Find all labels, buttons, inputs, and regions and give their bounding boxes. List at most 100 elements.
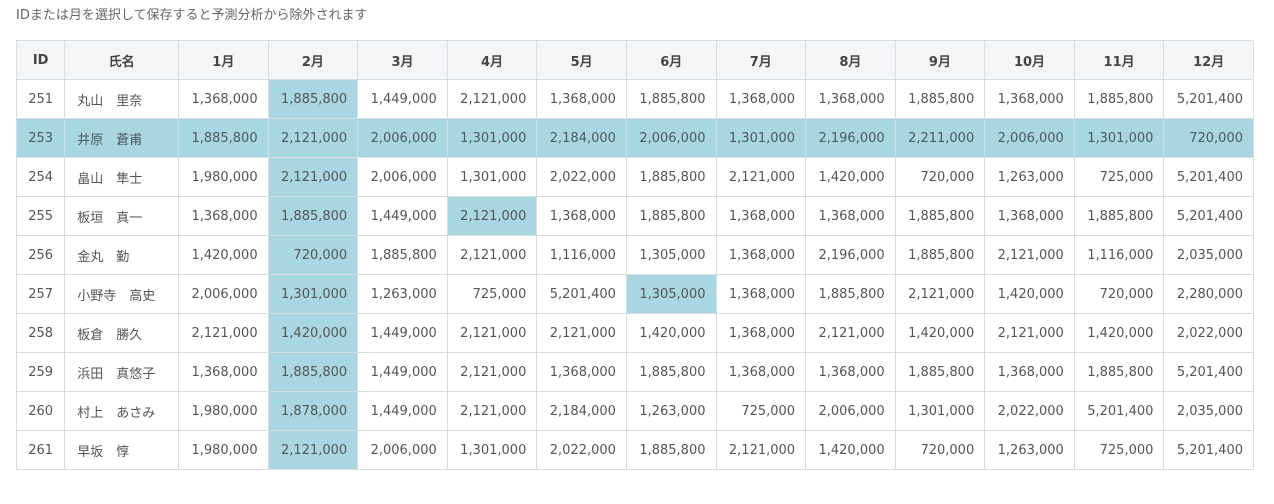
month-value-cell[interactable]: 1,301,000 (446, 118, 538, 158)
column-header-month[interactable]: 7月 (715, 40, 807, 80)
month-value-cell[interactable]: 2,121,000 (446, 391, 538, 431)
month-value-cell[interactable]: 2,121,000 (984, 235, 1075, 275)
column-header-month[interactable]: 4月 (446, 40, 538, 80)
month-value-cell[interactable]: 1,885,800 (1073, 196, 1165, 236)
month-value-cell[interactable]: 1,368,000 (805, 79, 896, 119)
month-value-cell[interactable]: 1,449,000 (357, 313, 448, 353)
row-id-cell[interactable]: 253 (15, 118, 66, 158)
month-value-cell[interactable]: 1,885,800 (267, 352, 359, 392)
month-value-cell[interactable]: 2,006,000 (357, 118, 448, 158)
month-value-cell[interactable]: 725,000 (1073, 157, 1165, 197)
month-value-cell[interactable]: 1,885,800 (1073, 79, 1165, 119)
month-value-cell[interactable]: 1,368,000 (178, 79, 269, 119)
month-value-cell[interactable]: 1,420,000 (805, 430, 896, 470)
month-value-cell[interactable]: 5,201,400 (1163, 157, 1254, 197)
month-value-cell[interactable]: 1,368,000 (715, 235, 807, 275)
month-value-cell[interactable]: 1,885,800 (267, 79, 359, 119)
month-value-cell[interactable]: 2,196,000 (805, 118, 896, 158)
month-value-cell[interactable]: 1,368,000 (805, 196, 896, 236)
month-value-cell[interactable]: 5,201,400 (1163, 352, 1254, 392)
month-value-cell[interactable]: 1,301,000 (1073, 118, 1165, 158)
month-value-cell[interactable]: 1,885,800 (805, 274, 896, 314)
month-value-cell[interactable]: 2,006,000 (178, 274, 269, 314)
month-value-cell[interactable]: 1,449,000 (357, 352, 448, 392)
month-value-cell[interactable]: 1,368,000 (984, 79, 1075, 119)
column-header-month[interactable]: 10月 (984, 40, 1075, 80)
month-value-cell[interactable]: 5,201,400 (1163, 430, 1254, 470)
month-value-cell[interactable]: 2,121,000 (267, 157, 359, 197)
month-value-cell[interactable]: 1,301,000 (267, 274, 359, 314)
month-value-cell[interactable]: 2,121,000 (267, 118, 359, 158)
month-value-cell[interactable]: 5,201,400 (1163, 196, 1254, 236)
month-value-cell[interactable]: 1,885,800 (1073, 352, 1165, 392)
month-value-cell[interactable]: 1,301,000 (894, 391, 986, 431)
month-value-cell[interactable]: 725,000 (1073, 430, 1165, 470)
month-value-cell[interactable]: 5,201,400 (536, 274, 627, 314)
month-value-cell[interactable]: 1,449,000 (357, 79, 448, 119)
month-value-cell[interactable]: 1,301,000 (446, 430, 538, 470)
month-value-cell[interactable]: 1,368,000 (715, 313, 807, 353)
month-value-cell[interactable]: 1,263,000 (984, 157, 1075, 197)
month-value-cell[interactable]: 2,121,000 (894, 274, 986, 314)
month-value-cell[interactable]: 1,980,000 (178, 430, 269, 470)
column-header-month[interactable]: 9月 (894, 40, 986, 80)
month-value-cell[interactable]: 2,006,000 (625, 118, 717, 158)
month-value-cell[interactable]: 1,116,000 (1073, 235, 1165, 275)
month-value-cell[interactable]: 1,885,800 (357, 235, 448, 275)
month-value-cell[interactable]: 1,885,800 (625, 352, 717, 392)
month-value-cell[interactable]: 1,885,800 (625, 79, 717, 119)
month-value-cell[interactable]: 1,368,000 (715, 196, 807, 236)
month-value-cell[interactable]: 1,420,000 (1073, 313, 1165, 353)
month-value-cell[interactable]: 1,420,000 (894, 313, 986, 353)
month-value-cell[interactable]: 2,121,000 (267, 430, 359, 470)
column-header-month[interactable]: 5月 (536, 40, 627, 80)
month-value-cell[interactable]: 2,006,000 (357, 157, 448, 197)
month-value-cell[interactable]: 1,420,000 (805, 157, 896, 197)
month-value-cell[interactable]: 725,000 (715, 391, 807, 431)
month-value-cell[interactable]: 2,121,000 (805, 313, 896, 353)
row-id-cell[interactable]: 261 (15, 430, 66, 470)
row-id-cell[interactable]: 259 (15, 352, 66, 392)
month-value-cell[interactable]: 720,000 (267, 235, 359, 275)
month-value-cell[interactable]: 725,000 (446, 274, 538, 314)
month-value-cell[interactable]: 2,022,000 (1163, 313, 1254, 353)
month-value-cell[interactable]: 720,000 (894, 157, 986, 197)
month-value-cell[interactable]: 2,121,000 (536, 313, 627, 353)
row-id-cell[interactable]: 254 (15, 157, 66, 197)
month-value-cell[interactable]: 1,885,800 (625, 430, 717, 470)
month-value-cell[interactable]: 1,420,000 (178, 235, 269, 275)
month-value-cell[interactable]: 1,368,000 (715, 274, 807, 314)
month-value-cell[interactable]: 2,006,000 (805, 391, 896, 431)
month-value-cell[interactable]: 1,878,000 (267, 391, 359, 431)
month-value-cell[interactable]: 1,420,000 (267, 313, 359, 353)
month-value-cell[interactable]: 2,184,000 (536, 391, 627, 431)
month-value-cell[interactable]: 1,885,800 (894, 196, 986, 236)
month-value-cell[interactable]: 1,885,800 (178, 118, 269, 158)
month-value-cell[interactable]: 1,980,000 (178, 391, 269, 431)
month-value-cell[interactable]: 2,196,000 (805, 235, 896, 275)
month-value-cell[interactable]: 2,121,000 (984, 313, 1075, 353)
month-value-cell[interactable]: 720,000 (894, 430, 986, 470)
month-value-cell[interactable]: 1,305,000 (625, 235, 717, 275)
month-value-cell[interactable]: 2,184,000 (536, 118, 627, 158)
month-value-cell[interactable]: 2,211,000 (894, 118, 986, 158)
month-value-cell[interactable]: 2,035,000 (1163, 391, 1254, 431)
row-id-cell[interactable]: 255 (15, 196, 66, 236)
month-value-cell[interactable]: 1,885,800 (625, 157, 717, 197)
column-header-month[interactable]: 2月 (267, 40, 359, 80)
column-header-month[interactable]: 3月 (357, 40, 448, 80)
month-value-cell[interactable]: 1,116,000 (536, 235, 627, 275)
month-value-cell[interactable]: 1,368,000 (536, 352, 627, 392)
month-value-cell[interactable]: 2,121,000 (446, 352, 538, 392)
month-value-cell[interactable]: 2,121,000 (446, 313, 538, 353)
month-value-cell[interactable]: 1,885,800 (894, 235, 986, 275)
month-value-cell[interactable]: 1,305,000 (625, 274, 717, 314)
column-header-month[interactable]: 1月 (178, 40, 269, 80)
month-value-cell[interactable]: 2,006,000 (984, 118, 1075, 158)
month-value-cell[interactable]: 1,980,000 (178, 157, 269, 197)
month-value-cell[interactable]: 2,121,000 (446, 79, 538, 119)
month-value-cell[interactable]: 1,368,000 (536, 79, 627, 119)
month-value-cell[interactable]: 1,420,000 (625, 313, 717, 353)
column-header-month[interactable]: 6月 (625, 40, 717, 80)
month-value-cell[interactable]: 2,022,000 (984, 391, 1075, 431)
